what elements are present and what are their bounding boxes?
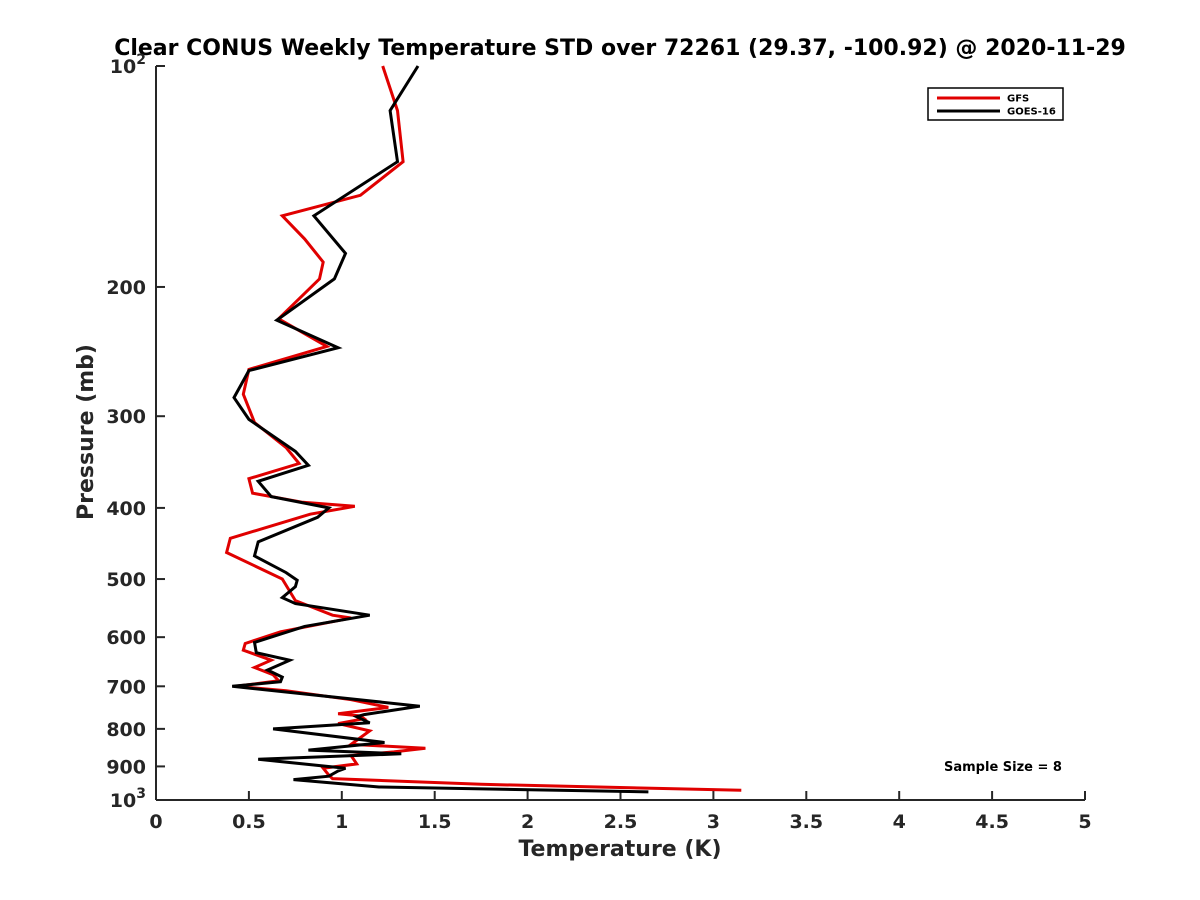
x-tick-label: 2	[521, 811, 534, 833]
legend-box	[927, 87, 1064, 121]
y-tick-label-base: 10	[110, 790, 136, 812]
y-tick-label: 200	[106, 277, 146, 299]
y-tick-label: 400	[106, 498, 146, 520]
series-line-goes-16	[232, 65, 649, 794]
legend-entry-label: GFS	[1007, 94, 1029, 105]
x-tick-label: 4.5	[975, 811, 1009, 833]
y-tick-label: 500	[106, 569, 146, 591]
x-tick-label: 3	[707, 811, 720, 833]
y-tick-label: 300	[106, 406, 146, 428]
y-axis-label: Pressure (mb)	[74, 344, 99, 520]
y-tick-label: 700	[106, 676, 146, 698]
x-tick-label: 0.5	[232, 811, 266, 833]
legend-entry-label: GOES-16	[1007, 107, 1056, 118]
x-tick-label: 5	[1078, 811, 1091, 833]
chart-title: Clear CONUS Weekly Temperature STD over …	[114, 36, 1126, 61]
y-tick-label: 900	[106, 756, 146, 778]
y-tick-label-exponent: 2	[136, 52, 146, 68]
sample-size-annotation: Sample Size = 8	[944, 760, 1062, 775]
x-tick-label: 0	[149, 811, 162, 833]
x-tick-label: 3.5	[789, 811, 823, 833]
x-tick-label: 1.5	[418, 811, 452, 833]
x-tick-label: 4	[893, 811, 906, 833]
series-line-gfs	[224, 65, 742, 792]
y-tick-label: 102	[110, 52, 146, 78]
x-tick-label: 1	[335, 811, 348, 833]
x-tick-label: 2.5	[604, 811, 638, 833]
x-axis-label: Temperature (K)	[518, 837, 721, 862]
plot-area	[155, 66, 1085, 801]
y-tick-label-base: 10	[110, 56, 136, 78]
y-tick-label-exponent: 3	[136, 786, 146, 802]
y-tick-label: 103	[110, 786, 146, 812]
legend: GFS GOES-16	[927, 87, 1064, 121]
y-tick-label: 800	[106, 719, 146, 741]
y-tick-label: 600	[106, 627, 146, 649]
series-lines	[224, 65, 742, 794]
x-axis-ticks: 0 0.5 1 1.5 2 2.5 3 3.5 4 4.5 5	[149, 791, 1092, 833]
